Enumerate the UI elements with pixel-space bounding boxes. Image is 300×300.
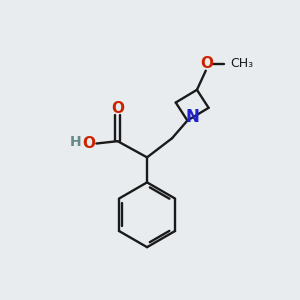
Text: H: H <box>69 135 81 149</box>
Text: O: O <box>82 136 96 151</box>
Text: CH₃: CH₃ <box>230 57 253 70</box>
Text: O: O <box>111 101 124 116</box>
Text: N: N <box>186 108 200 126</box>
Text: O: O <box>200 56 213 71</box>
